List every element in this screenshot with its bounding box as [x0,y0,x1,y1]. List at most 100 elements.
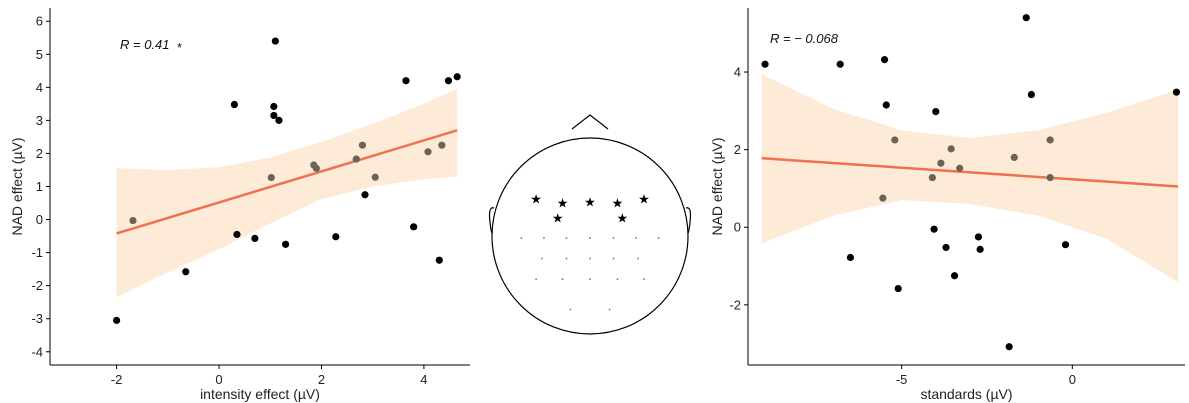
scatter-panel-intensity: -4 -3 -2 -1 0 1 2 3 4 5 6 -2 0 2 4 intensity effect (µV… [9,8,470,402]
electrode-dot [589,237,591,239]
y-tick-label: 4 [734,65,741,80]
electrode-dot [565,237,568,239]
data-point-grey [956,164,964,172]
data-point [1005,343,1013,351]
y-tick-label: -3 [31,311,43,326]
electrode-dot [612,257,615,260]
y-tick-label: 6 [36,14,43,29]
regression-line [116,129,458,235]
data-point [230,100,238,109]
data-point [402,77,410,85]
data-point [275,116,283,124]
scatter-panel-standards: -2 0 2 4 -5 0 standards (µV) NAD effect (µV) R =… [709,8,1185,402]
electrode-dot [569,308,572,311]
electrode-dot [657,237,660,239]
data-point [251,234,259,242]
data-point-grey [267,173,275,182]
data-point-grey [371,173,379,181]
electrode-dot [635,237,637,239]
data-point-grey [358,141,367,149]
confidence-band [761,74,1179,283]
x-tick-label: -5 [896,372,908,387]
data-point [836,60,844,68]
data-point [435,256,443,264]
electrode-dot [520,237,523,239]
y-tick-label: -2 [729,297,741,312]
nose-outline [571,114,609,130]
correlation-label: R = 0.41 [120,37,170,52]
y-tick-label: 0 [734,220,741,235]
data-point [112,316,121,324]
electrode-dot [608,308,611,311]
data-point-grey [424,148,432,156]
electrode-star-icon: ★ [638,192,650,207]
electrode-head-map: ★ ★ ★ ★ ★★ ★ [488,114,692,335]
data-point [976,245,984,253]
y-tick-label: 1 [36,179,43,194]
x-axis-title: standards (µV) [920,386,1012,402]
data-point-grey [1046,136,1054,144]
y-tick-label: 2 [36,146,43,161]
electrode-dot [561,278,564,281]
data-point [453,73,461,81]
data-point [410,223,418,231]
electrode-dot [616,278,619,281]
x-axis-title: intensity effect (µV) [200,386,320,402]
data-point-grey [312,164,320,172]
electrode-dot [543,237,545,239]
data-point-grey [928,173,936,182]
regression-line [761,156,1179,188]
y-tick-label: 5 [36,47,43,62]
y-tick-label: 0 [36,212,43,227]
data-point [361,191,369,199]
data-point [761,60,769,68]
data-point [282,240,290,248]
data-point [182,268,190,276]
y-tick-label: 3 [36,113,43,128]
data-point [233,230,241,239]
y-axis-title: NAD effect (µV) [709,137,725,235]
x-tick-label: 0 [1069,372,1076,387]
data-point [930,225,938,233]
data-point [1027,90,1035,99]
data-point [270,102,278,111]
electrode-star-icon: ★ [530,192,542,207]
data-point [846,253,855,262]
x-tick-label: 4 [420,372,427,387]
electrode-star-icon: ★ [612,196,624,211]
data-point [894,284,902,293]
x-tick-label: 0 [215,372,222,387]
data-point-grey [1046,173,1054,182]
data-point [270,111,278,120]
electrode-dot [637,257,639,260]
data-point [1061,241,1070,249]
data-point [974,233,983,241]
y-tick-label: 4 [36,80,43,95]
electrode-star-icon: ★ [557,196,569,211]
y-tick-label: -4 [31,344,43,359]
significance-marker: * [177,40,182,55]
correlation-label: R = − 0.068 [770,31,839,46]
electrode-star-icon: ★ [617,210,629,225]
data-point-grey [438,141,446,149]
y-tick-label: -1 [31,245,43,260]
data-point-grey [879,194,887,202]
electrode-dot [535,278,537,281]
electrode-star-icon: ★ [584,195,596,210]
electrode-dot [589,278,591,281]
confidence-band [116,89,458,298]
electrode-dot [612,237,615,239]
data-point [332,233,340,241]
data-point [882,101,890,109]
data-point [932,108,940,116]
x-tick-label: 2 [318,372,325,387]
electrode-star-icon: ★ [552,210,564,225]
data-point [444,77,453,85]
y-tick-label: -2 [31,278,43,293]
electrode-dot [565,257,568,260]
data-point-grey [1010,153,1018,161]
data-point-grey [947,145,955,153]
x-tick-label: -2 [111,372,123,387]
electrode-dot [589,257,591,260]
data-point [1022,14,1030,22]
